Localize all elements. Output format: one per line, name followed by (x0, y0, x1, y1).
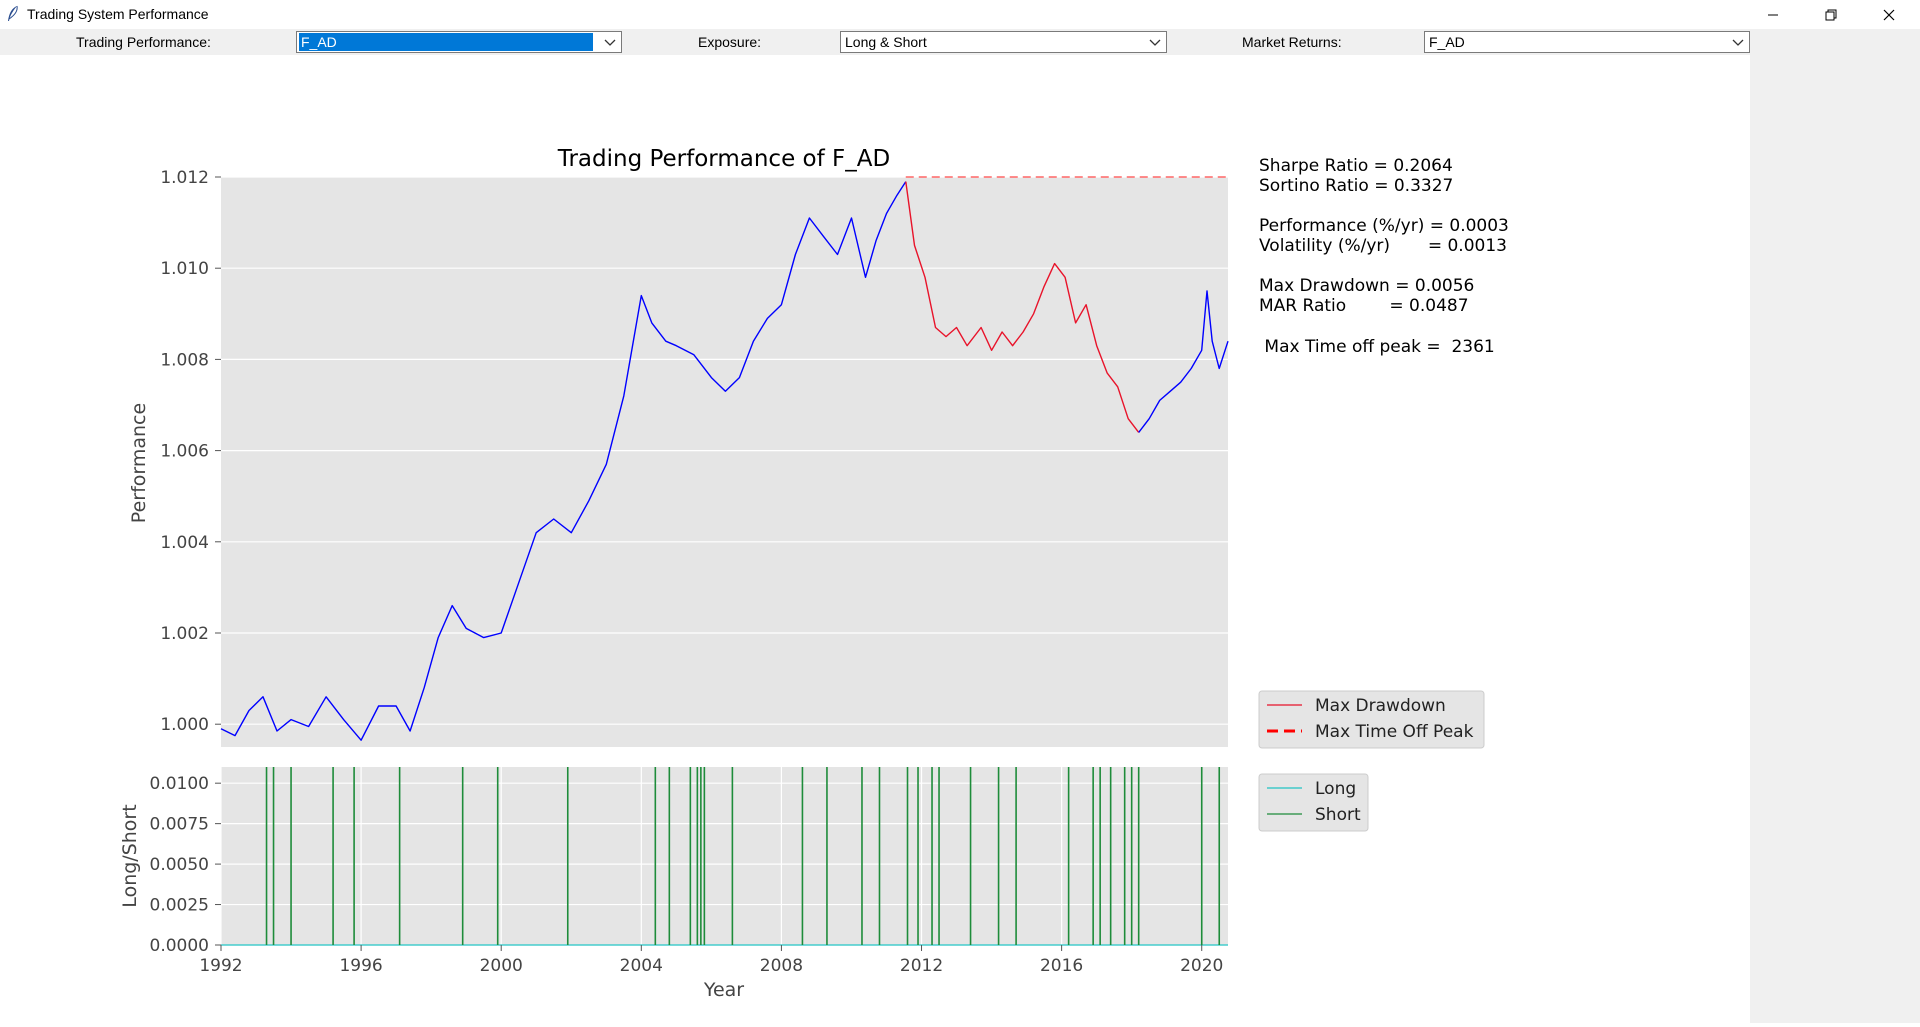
selector-toolbar: Trading Performance: F_AD Exposure: Long… (0, 29, 1920, 55)
chevron-down-icon (1731, 35, 1745, 49)
minimize-button[interactable] (1744, 0, 1802, 29)
y-tick-label: 1.008 (160, 350, 209, 370)
legend-short-label: Short (1315, 805, 1361, 825)
x-tick-label: 2020 (1180, 956, 1223, 976)
exposure-label: Exposure: (698, 34, 761, 50)
y-tick-label: 1.004 (160, 533, 209, 553)
sharpe-ratio-text: Sharpe Ratio = 0.2064 (1259, 156, 1453, 176)
close-button[interactable] (1860, 0, 1918, 29)
y-tick-label: 0.0000 (150, 936, 209, 956)
performance-chart: 1.000 1.002 1.004 1.006 1.008 1.010 1.012 Trad… (128, 146, 1228, 747)
title-bar: Trading System Performance (0, 0, 1920, 29)
x-tick-label: 1996 (339, 956, 382, 976)
y-tick-label: 1.010 (160, 259, 209, 279)
market-returns-label: Market Returns: (1242, 34, 1342, 50)
performance-text: Performance (%/yr) = 0.0003 (1259, 216, 1509, 236)
minimize-icon (1767, 9, 1779, 21)
market-returns-value: F_AD (1427, 33, 1465, 51)
x-tick-label: 2000 (480, 956, 523, 976)
feather-icon (6, 5, 20, 23)
sortino-ratio-text: Sortino Ratio = 0.3327 (1259, 176, 1453, 196)
time-off-peak-text: Max Time off peak = 2361 (1259, 337, 1495, 357)
side-panel (1750, 55, 1920, 1023)
x-tick-label: 2016 (1040, 956, 1083, 976)
stats-panel: Sharpe Ratio = 0.2064 Sortino Ratio = 0.… (1259, 156, 1509, 357)
position-legend: Long Short (1259, 774, 1368, 831)
performance-figure: 1.000 1.002 1.004 1.006 1.008 1.010 1.012 Trad… (0, 55, 1750, 1023)
mar-ratio-text: MAR Ratio = 0.0487 (1259, 296, 1469, 316)
market-returns-dropdown[interactable]: F_AD (1424, 31, 1750, 53)
long-short-axis-label: Long/Short (119, 804, 141, 907)
figure-canvas: 1.000 1.002 1.004 1.006 1.008 1.010 1.012 Trad… (0, 55, 1750, 1023)
max-drawdown-text: Max Drawdown = 0.0056 (1259, 276, 1474, 296)
drawdown-legend: Max Drawdown Max Time Off Peak (1259, 691, 1484, 748)
y-tick-label: 1.012 (160, 168, 209, 188)
volatility-text: Volatility (%/yr) = 0.0013 (1259, 236, 1507, 256)
performance-axes (221, 177, 1228, 747)
exposure-value: Long & Short (843, 33, 927, 51)
long-short-axes (221, 767, 1228, 945)
trading-performance-value: F_AD (299, 33, 593, 51)
y-tick-label: 1.002 (160, 624, 209, 644)
y-tick-label: 0.0050 (150, 855, 209, 875)
x-tick-label: 1992 (199, 956, 242, 976)
long-short-chart: 0.0000 0.0025 0.0050 0.0075 0.0100 1992 1996 2… (119, 767, 1228, 1001)
legend-peak-label: Max Time Off Peak (1315, 722, 1474, 742)
y-tick-label: 1.006 (160, 442, 209, 462)
chart-title: Trading Performance of F_AD (557, 146, 890, 172)
y-tick-label: 0.0025 (150, 896, 209, 916)
y-tick-label: 0.0100 (150, 774, 209, 794)
y-tick-label: 1.000 (160, 715, 209, 735)
exposure-dropdown[interactable]: Long & Short (840, 31, 1167, 53)
legend-long-label: Long (1315, 779, 1356, 799)
chevron-down-icon (1148, 35, 1162, 49)
window-title: Trading System Performance (27, 6, 209, 22)
performance-axis-label: Performance (128, 403, 150, 523)
legend-drawdown-label: Max Drawdown (1315, 696, 1446, 716)
chevron-down-icon (603, 35, 617, 49)
x-tick-label: 2004 (620, 956, 663, 976)
restore-icon (1825, 9, 1837, 21)
close-icon (1883, 9, 1895, 21)
year-axis-label: Year (703, 979, 744, 1001)
trading-performance-label: Trading Performance: (76, 34, 211, 50)
restore-button[interactable] (1802, 0, 1860, 29)
trading-performance-dropdown[interactable]: F_AD (296, 31, 622, 53)
x-tick-label: 2008 (760, 956, 803, 976)
x-tick-label: 2012 (900, 956, 943, 976)
y-tick-label: 0.0075 (150, 815, 209, 835)
